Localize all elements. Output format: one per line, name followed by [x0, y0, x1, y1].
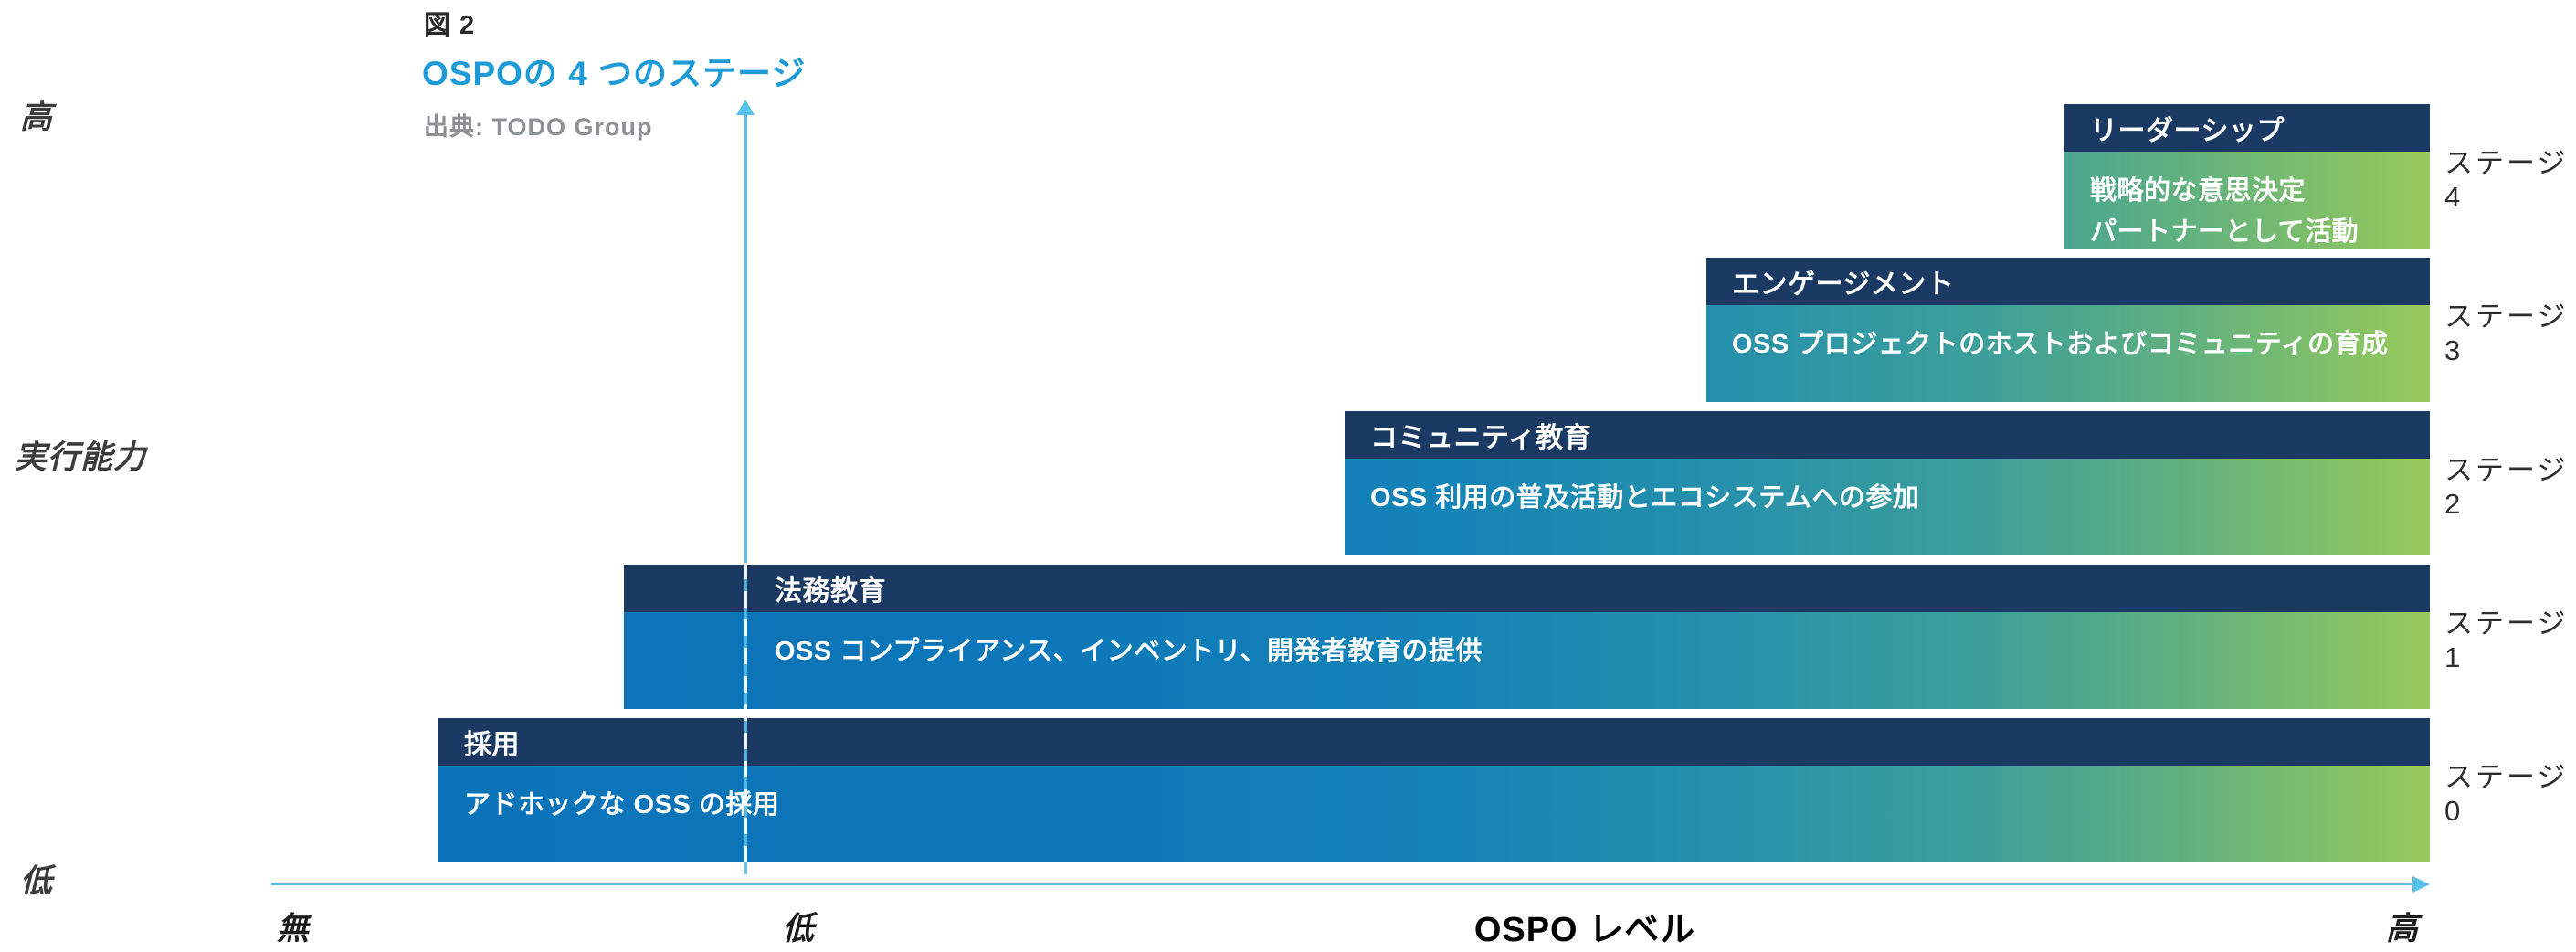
stage-1-header: 法務教育 — [624, 565, 2430, 612]
figure-number: 図 2 — [424, 11, 476, 40]
stage-4-header: リーダーシップ — [2064, 104, 2430, 152]
stage-bar-2: コミュニティ教育 OSS 利用の普及活動とエコシステムへの参加 — [1345, 411, 2430, 555]
stage-0-label: ステージ0 — [2444, 760, 2569, 827]
y-axis-line — [744, 113, 747, 563]
x-axis-arrowhead-icon — [2412, 876, 2430, 893]
stage-4-label: ステージ4 — [2444, 146, 2569, 213]
stage-3-label: ステージ3 — [2444, 300, 2569, 366]
y-axis-high-label: 高 — [20, 100, 54, 135]
y-axis-title: 実行能力 — [15, 439, 147, 475]
stage-2-description: OSS 利用の普及活動とエコシステムへの参加 — [1345, 459, 2430, 555]
y-axis-arrowhead-icon — [736, 100, 755, 115]
x-axis-title: OSPO レベル — [1473, 911, 1696, 949]
stage-1-label: ステージ1 — [2444, 607, 2569, 673]
figure-source: 出典: TODO Group — [424, 113, 653, 141]
x-axis-low-label: 低 — [782, 911, 815, 947]
stage-0-description: アドホックな OSS の採用 — [438, 766, 2430, 862]
x-axis-line — [271, 883, 2414, 885]
x-axis-high-label: 高 — [2386, 911, 2419, 947]
stage-1-description: OSS コンプライアンス、インベントリ、開発者教育の提供 — [624, 612, 2430, 709]
stage-3-description: OSS プロジェクトのホストおよびコミュニティの育成 — [1706, 305, 2430, 402]
stage-2-label: ステージ2 — [2444, 453, 2569, 520]
x-axis-none-label: 無 — [277, 911, 310, 947]
figure-title: OSPOの 4 つのステージ — [422, 55, 807, 92]
stage-bar-3: エンゲージメント OSS プロジェクトのホストおよびコミュニティの育成 — [1706, 258, 2430, 402]
dashed-guide-line — [744, 563, 747, 883]
stage-bar-1: 法務教育 OSS コンプライアンス、インベントリ、開発者教育の提供 — [624, 565, 2430, 709]
stage-0-header: 採用 — [438, 718, 2430, 766]
stage-bar-0: 採用 アドホックな OSS の採用 — [438, 718, 2430, 862]
y-axis-low-label: 低 — [20, 863, 54, 899]
stage-3-header: エンゲージメント — [1706, 258, 2430, 305]
stage-bar-4: リーダーシップ 戦略的な意思決定 パートナーとして活動 — [2064, 104, 2430, 249]
stage-4-description: 戦略的な意思決定 パートナーとして活動 — [2064, 152, 2430, 249]
stage-2-header: コミュニティ教育 — [1345, 411, 2430, 459]
